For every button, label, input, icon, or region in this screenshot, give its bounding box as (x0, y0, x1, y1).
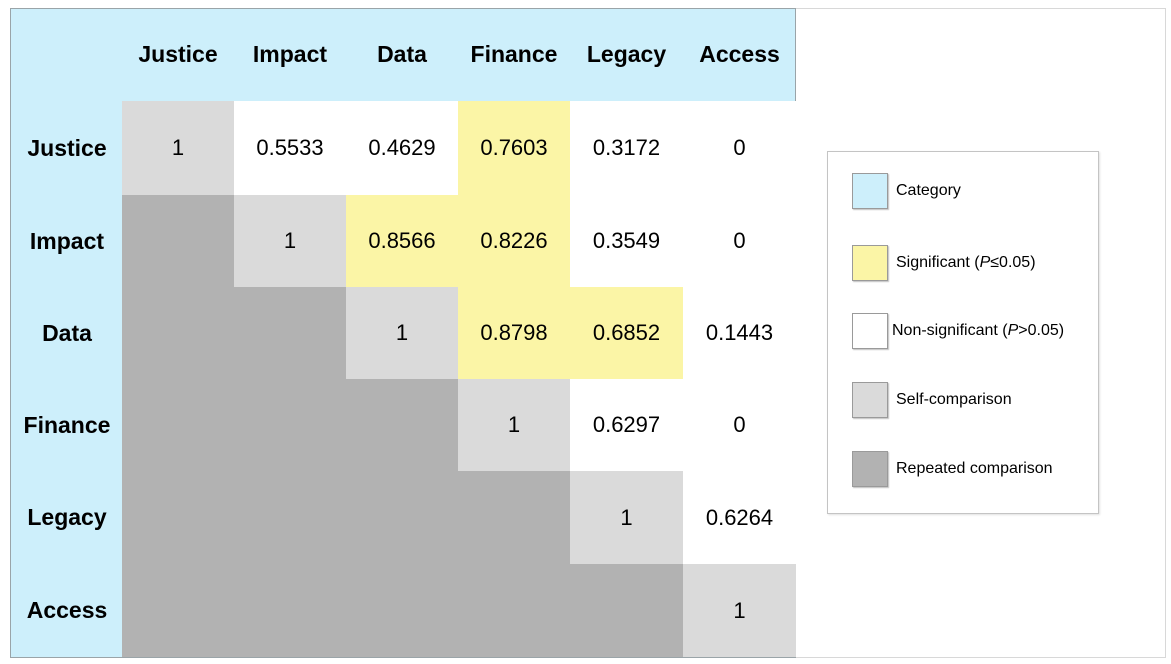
legend-label-repeated: Repeated comparison (896, 460, 1053, 477)
legend-label-nonsignificant: Non-significant (P>0.05) (892, 322, 1065, 339)
cell-nonsignificant-justice-data: 0.4629 (346, 101, 458, 195)
cell-significant-impact-data: 0.8566 (346, 195, 458, 287)
legend: Category Significant (P≤0.05) Non-signific… (827, 151, 1099, 514)
cell-nonsignificant-impact-legacy: 0.3549 (570, 195, 683, 287)
row-header-justice: Justice (27, 134, 107, 161)
cell-significant-justice-finance: 0.7603 (458, 101, 570, 195)
legend-swatch-category (852, 173, 888, 209)
column-header-access: Access (699, 41, 780, 67)
row-header-legacy: Legacy (27, 504, 107, 530)
row-header-impact: Impact (29, 227, 105, 254)
legend-swatch-self (852, 382, 888, 418)
legend-label-significant: Significant (P≤0.05) (896, 254, 1036, 271)
legend-swatch-nonsignificant (852, 313, 888, 349)
cell-nonsignificant-legacy-access: 0.6264 (683, 471, 796, 564)
cell-self-comparison-finance-finance: 1 (458, 379, 570, 471)
cell-nonsignificant-justice-legacy: 0.3172 (570, 101, 683, 195)
repeated-comparison-area (122, 195, 683, 657)
row-header-finance: Finance (23, 411, 111, 438)
cell-self-comparison-legacy-legacy: 1 (570, 471, 683, 564)
cell-significant-data-legacy: 0.6852 (570, 287, 683, 379)
column-header-justice: Justice (138, 41, 218, 67)
cell-nonsignificant-justice-access: 0 (683, 101, 796, 195)
cell-nonsignificant-data-access: 0.1443 (683, 287, 796, 379)
legend-item-repeated: Repeated comparison (852, 450, 1053, 488)
cell-significant-data-finance: 0.8798 (458, 287, 570, 379)
column-header-impact: Impact (252, 41, 328, 67)
column-header-legacy: Legacy (586, 41, 667, 67)
cell-significant-impact-finance: 0.8226 (458, 195, 570, 287)
cell-self-comparison-access-access: 1 (683, 564, 796, 657)
cell-nonsignificant-justice-impact: 0.5533 (234, 101, 346, 195)
cell-nonsignificant-finance-access: 0 (683, 379, 796, 471)
cell-nonsignificant-finance-legacy: 0.6297 (570, 379, 683, 471)
cell-self-comparison-data-data: 1 (346, 287, 458, 379)
column-header-finance: Finance (470, 41, 558, 67)
cell-self-comparison-justice-justice: 1 (122, 101, 234, 195)
row-header-access: Access (26, 597, 108, 623)
legend-label-self: Self-comparison (896, 391, 1012, 408)
row-header-data: Data (42, 319, 92, 346)
legend-swatch-repeated (852, 451, 888, 487)
legend-item-category: Category (852, 172, 961, 210)
legend-item-significant: Significant (P≤0.05) (852, 244, 1036, 282)
cell-nonsignificant-impact-access: 0 (683, 195, 796, 287)
column-header-data: Data (377, 41, 427, 67)
legend-label-category: Category (896, 182, 961, 199)
legend-swatch-significant (852, 245, 888, 281)
legend-item-self: Self-comparison (852, 381, 1012, 419)
cell-self-comparison-impact-impact: 1 (234, 195, 346, 287)
legend-item-nonsignificant: Non-significant (P>0.05) (852, 312, 1064, 350)
